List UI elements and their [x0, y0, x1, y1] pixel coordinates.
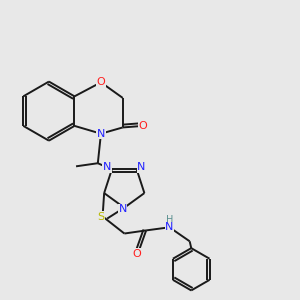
Text: N: N: [103, 162, 111, 172]
Text: S: S: [98, 212, 105, 222]
Text: N: N: [137, 162, 146, 172]
Text: O: O: [139, 121, 147, 131]
Text: O: O: [132, 249, 141, 259]
Text: N: N: [118, 204, 127, 214]
Text: H: H: [166, 215, 173, 226]
Text: N: N: [97, 129, 105, 139]
Text: N: N: [165, 222, 174, 232]
Text: O: O: [97, 77, 105, 87]
